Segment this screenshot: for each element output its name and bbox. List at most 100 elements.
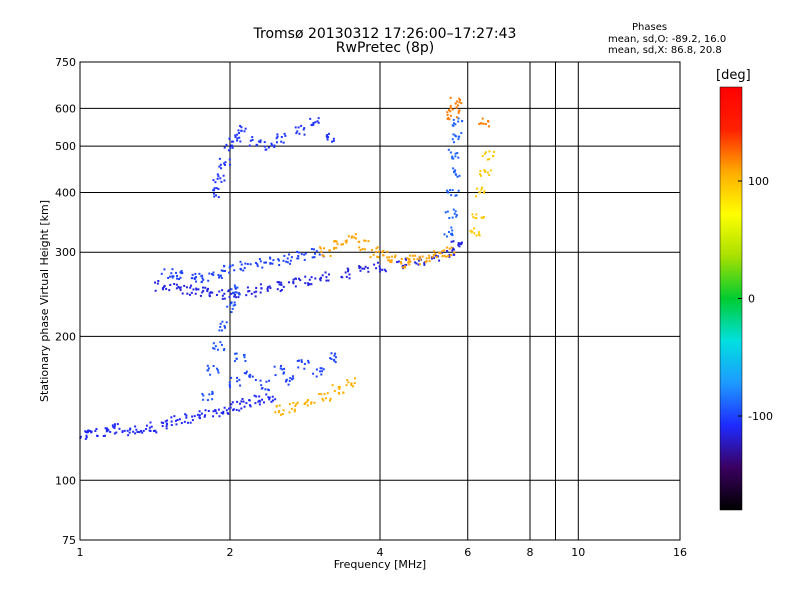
- data-point: [363, 239, 366, 242]
- data-point: [254, 402, 257, 405]
- data-point: [334, 361, 337, 364]
- data-point: [364, 265, 367, 268]
- data-point: [87, 429, 90, 432]
- data-point: [300, 360, 303, 363]
- data-point: [160, 272, 163, 275]
- data-point: [84, 437, 87, 440]
- data-point: [332, 139, 335, 142]
- data-point: [285, 378, 288, 381]
- data-point: [273, 144, 276, 147]
- data-point: [447, 231, 450, 234]
- data-point: [450, 233, 453, 236]
- data-point: [223, 162, 226, 165]
- data-point: [195, 288, 198, 291]
- data-point: [222, 412, 225, 415]
- data-point: [382, 254, 385, 257]
- data-point: [325, 279, 328, 282]
- data-point: [298, 132, 301, 135]
- data-point: [134, 432, 137, 435]
- data-point: [178, 278, 181, 281]
- data-point: [280, 283, 283, 286]
- data-point: [240, 129, 243, 132]
- data-point: [233, 360, 236, 363]
- data-point: [107, 429, 110, 432]
- data-point: [452, 141, 455, 144]
- data-point: [475, 217, 478, 220]
- data-point: [208, 272, 211, 275]
- data-point: [239, 124, 242, 127]
- data-point: [221, 289, 224, 292]
- data-point: [389, 260, 392, 263]
- data-point: [289, 377, 292, 380]
- data-point: [235, 408, 238, 411]
- data-point: [239, 268, 242, 271]
- data-point: [461, 120, 464, 123]
- data-point: [245, 370, 248, 373]
- data-point: [229, 386, 232, 389]
- data-point: [148, 426, 151, 429]
- data-point: [348, 273, 351, 276]
- data-point: [96, 435, 99, 438]
- data-point: [161, 425, 164, 428]
- data-point: [313, 256, 316, 259]
- data-point: [453, 171, 456, 174]
- data-point: [479, 191, 482, 194]
- x-tick-label: 6: [464, 546, 471, 559]
- data-point: [88, 429, 91, 432]
- data-point: [449, 104, 452, 107]
- data-point: [213, 347, 216, 350]
- data-point: [263, 145, 266, 148]
- data-point: [318, 253, 321, 256]
- data-point: [233, 284, 236, 287]
- data-point: [233, 295, 236, 298]
- data-point: [222, 410, 225, 413]
- data-point: [211, 390, 214, 393]
- data-point: [170, 416, 173, 419]
- data-point: [186, 292, 189, 295]
- data-point: [366, 267, 369, 270]
- data-point: [388, 259, 391, 262]
- data-point: [244, 359, 247, 362]
- data-point: [153, 281, 156, 284]
- data-point: [481, 117, 484, 120]
- data-point: [346, 267, 349, 270]
- data-point: [454, 135, 457, 138]
- data-point: [294, 285, 297, 288]
- data-point: [217, 196, 220, 199]
- data-point: [283, 367, 286, 370]
- data-point: [471, 213, 474, 216]
- data-point: [334, 239, 337, 242]
- data-point: [369, 256, 372, 259]
- data-point: [168, 289, 171, 292]
- data-point: [446, 117, 449, 120]
- data-point: [194, 276, 197, 279]
- data-point: [240, 263, 243, 266]
- data-point: [217, 274, 220, 277]
- data-point: [292, 401, 295, 404]
- data-point: [480, 216, 483, 219]
- data-point: [84, 430, 87, 433]
- data-point: [139, 429, 142, 432]
- data-point: [282, 409, 285, 412]
- data-point: [183, 284, 186, 287]
- data-point: [209, 373, 212, 376]
- data-point: [79, 435, 82, 438]
- data-point: [433, 250, 436, 253]
- data-point: [457, 117, 460, 120]
- data-point: [319, 367, 322, 370]
- data-point: [179, 286, 182, 289]
- data-point: [209, 291, 212, 294]
- data-point: [359, 269, 362, 272]
- data-point: [212, 273, 215, 276]
- data-point: [206, 369, 209, 372]
- data-point: [397, 260, 400, 263]
- data-point: [383, 268, 386, 271]
- data-point: [309, 117, 312, 120]
- data-point: [329, 397, 332, 400]
- data-point: [329, 254, 332, 257]
- data-point: [220, 343, 223, 346]
- data-point: [220, 269, 223, 272]
- data-point: [297, 366, 300, 369]
- data-point: [451, 108, 454, 111]
- data-point: [375, 267, 378, 270]
